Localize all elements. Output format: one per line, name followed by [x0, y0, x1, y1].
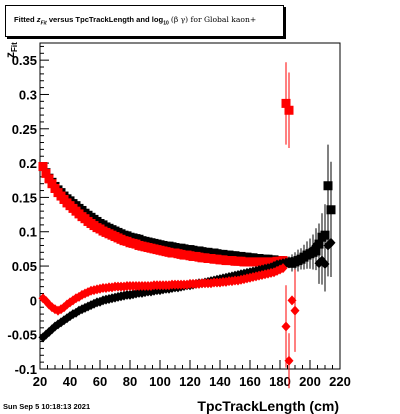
y-axis: -0.1 -0.05 0 0.05 0.1 0.15 0.2 0.25 0.3 0.35: [7, 45, 49, 377]
y-tick-label: 0.15: [12, 190, 37, 205]
title-versus: versus TpcTrackLength and log: [48, 15, 164, 24]
x-tick-label: 80: [123, 374, 137, 389]
data-marks: [38, 62, 336, 389]
y-tick-label: 0.2: [19, 156, 37, 171]
series-3: [38, 263, 300, 389]
series-1: [38, 62, 294, 267]
x-axis: 20 40 60 80 100 120 140 160 180 200 220: [33, 360, 351, 389]
title-box: Fitted zFit versus TpcTrackLength and lo…: [5, 5, 284, 37]
x-tick-label: 60: [93, 374, 107, 389]
data-point-diamond: [311, 240, 321, 251]
data-point-square: [320, 230, 330, 240]
y-tick-label: 0.1: [19, 225, 37, 240]
x-tick-label: 140: [209, 374, 231, 389]
y-tick-label: -0.05: [7, 328, 37, 343]
data-point-square: [281, 98, 291, 108]
title-betagamma: (β γ) for Global kaon+: [170, 15, 257, 24]
x-tick-label: 100: [149, 374, 171, 389]
y-axis-title: zFit: [3, 42, 19, 58]
x-tick-label: 200: [299, 374, 321, 389]
series-2: [38, 208, 336, 343]
data-point-diamond: [287, 295, 297, 306]
y-tick-label: 0: [30, 293, 37, 308]
y-tick-label: 0.35: [12, 53, 37, 68]
timestamp: Sun Sep 5 10:18:13 2021: [3, 402, 91, 411]
x-tick-label: 20: [33, 374, 47, 389]
x-tick-label: 120: [179, 374, 201, 389]
data-point-diamond: [281, 321, 291, 332]
x-tick-label: 220: [329, 374, 351, 389]
y-axis-title-sub: Fit: [10, 42, 19, 52]
y-tick-label: -0.1: [15, 362, 37, 377]
data-point-diamond: [290, 305, 300, 316]
y-tick-label: 0.25: [12, 122, 37, 137]
data-point-square: [323, 181, 333, 191]
title-log-sub: 10: [163, 20, 169, 27]
data-point-square: [41, 168, 51, 178]
data-point-diamond: [320, 258, 330, 269]
data-point-square: [284, 105, 294, 115]
data-point-diamond: [284, 355, 294, 366]
y-tick-label: 0.05: [12, 259, 37, 274]
x-tick-label: 180: [269, 374, 291, 389]
data-point-diamond: [278, 263, 288, 274]
data-point-diamond: [326, 237, 336, 248]
data-point-square: [47, 179, 57, 189]
x-axis-title: TpcTrackLength (cm): [197, 398, 339, 414]
y-tick-label: 0.3: [19, 87, 37, 102]
x-tick-label: 40: [63, 374, 77, 389]
title-z-sub: Fit: [40, 20, 47, 27]
data-point-square: [44, 174, 54, 184]
x-tick-label: 160: [239, 374, 261, 389]
title-fitted: Fitted: [14, 15, 35, 24]
chart-title: Fitted zFit versus TpcTrackLength and lo…: [14, 15, 256, 27]
title-z: z: [36, 15, 41, 24]
data-point-square: [38, 162, 48, 172]
